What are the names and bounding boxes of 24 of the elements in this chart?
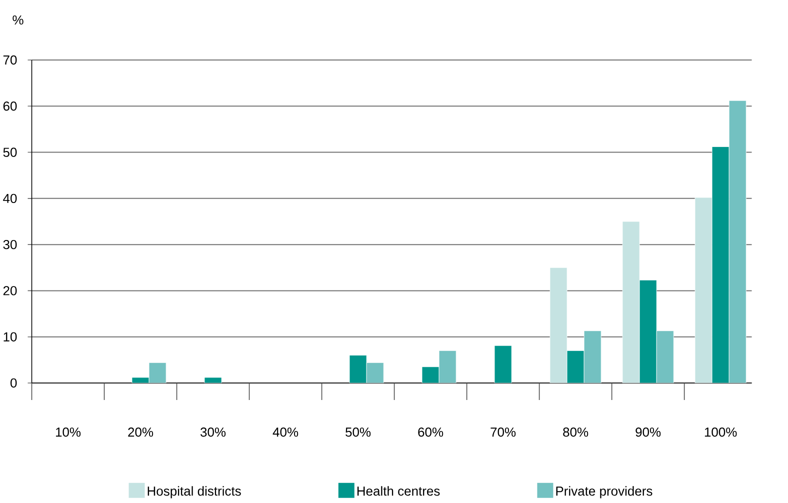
y-axis-title: % bbox=[12, 15, 24, 25]
x-tick-label: 20% bbox=[128, 428, 154, 437]
y-tick-label: 10 bbox=[4, 332, 17, 342]
y-tick-label: 70 bbox=[3, 55, 17, 65]
x-tick-label: 100% bbox=[704, 428, 737, 437]
x-tick-label: 30% bbox=[200, 428, 226, 437]
x-tick-label: 50% bbox=[346, 428, 371, 437]
x-tick-label: 90% bbox=[636, 428, 661, 437]
y-tick-label: 40 bbox=[3, 194, 17, 204]
y-tick-label: 0 bbox=[10, 378, 17, 388]
y-tick-label: 50 bbox=[3, 148, 17, 157]
x-tick-label: 10% bbox=[56, 428, 81, 437]
legend-label: Health centres bbox=[357, 486, 440, 496]
y-tick-label: 60 bbox=[3, 102, 17, 111]
x-tick-label: 40% bbox=[272, 428, 298, 437]
bar bbox=[494, 345, 512, 383]
x-tick-label: 70% bbox=[490, 428, 516, 437]
x-tick-label: 80% bbox=[563, 428, 588, 437]
y-tick-label: 30 bbox=[3, 240, 17, 250]
legend-label: Hospital districts bbox=[148, 486, 241, 498]
legend-label: Private providers bbox=[556, 486, 652, 498]
bar bbox=[204, 377, 222, 383]
y-tick-label: 20 bbox=[3, 286, 17, 296]
x-tick-label: 60% bbox=[418, 428, 444, 437]
